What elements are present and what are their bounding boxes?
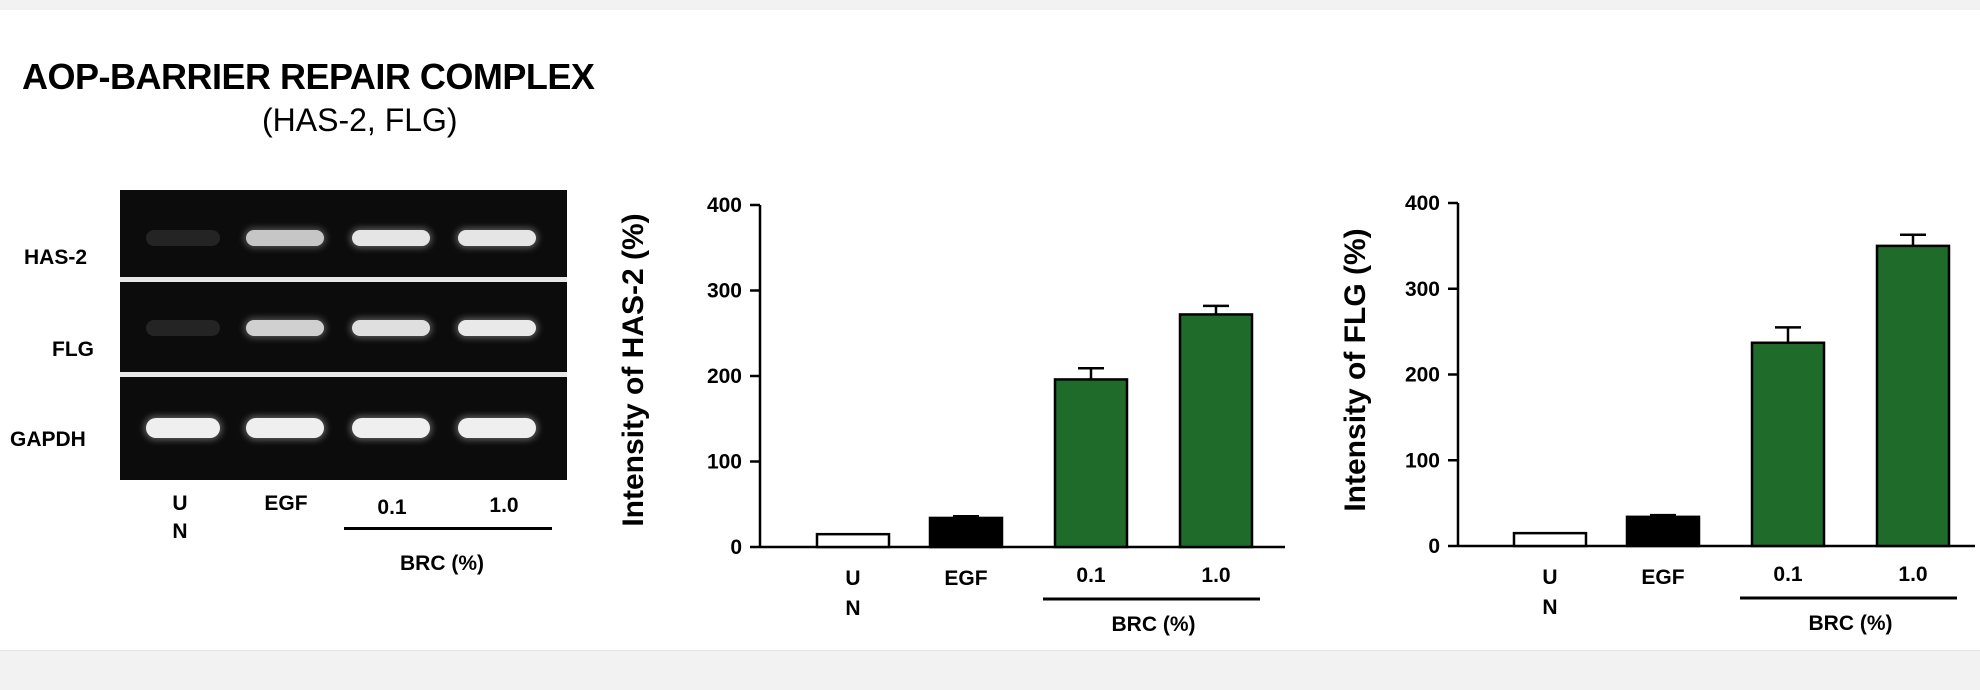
y-tick-label: 300 [707,280,742,303]
bar-1 [1512,531,1588,548]
gel-band-flg-lane-2 [246,320,324,336]
gel-band-gapdh-lane-2 [246,418,324,438]
x-tick-label-4: 1.0 [1898,563,1927,586]
gel-row-label-has2: HAS-2 [24,246,88,269]
figure-subtitle: (HAS-2, FLG) [262,102,458,138]
flg-bar-chart: 0 100 200 300 400 Intensity of FLG (%) UN EGF 0.… [1339,192,1975,635]
gel-separator [120,277,567,282]
x-tick-label-3: 0.1 [1076,564,1106,587]
y-tick-label: 300 [1405,278,1440,301]
brc-group-label: BRC (%) [1112,613,1196,636]
y-axis-label: Intensity of FLG (%) [1339,228,1372,511]
brc-group-label: BRC (%) [1809,612,1893,635]
y-tick-label: 100 [707,451,742,474]
figure-panel: AOP-BARRIER REPAIR COMPLEX (HAS-2, FLG) … [0,10,1980,651]
gel-band-has2-lane-2 [246,230,324,246]
gel-row-label-flg: FLG [52,338,94,361]
bar-2 [1625,515,1701,548]
gel-band-has2-lane-1 [146,230,220,246]
bar-1 [815,532,891,549]
gel-band-flg-lane-1 [146,320,220,336]
x-tick-label-1: N [845,597,860,620]
bar-3 [1053,378,1129,549]
gel-band-gapdh-lane-3 [352,418,430,438]
x-tick-label-4: 1.0 [1201,564,1230,587]
figure-title: AOP-BARRIER REPAIR COMPLEX [22,56,595,97]
x-tick-label-1: U [1542,566,1557,589]
bar-2 [928,516,1004,549]
gel-band-gapdh-lane-4 [458,418,536,438]
y-tick-label: 0 [730,536,742,559]
y-tick-label: 200 [1405,364,1440,387]
x-tick-label-2: EGF [1641,566,1684,589]
gel-band-has2-lane-3 [352,230,430,246]
gel-brc-group-label: BRC (%) [400,552,484,575]
y-axis-label: Intensity of HAS-2 (%) [617,213,650,526]
x-tick-label-3: 0.1 [1773,563,1803,586]
x-tick-label-1: U [845,567,860,590]
gel-lane-label-un: U N [172,492,188,543]
gel-image [120,190,567,480]
bar-4 [1875,244,1951,548]
has2-bar-chart: 0 100 200 300 400 Intensity of HAS-2 (%) UN EGF… [617,194,1285,636]
y-tick-label: 100 [1405,449,1440,472]
y-tick-label: 400 [1405,192,1440,215]
gel-brc-group-line [344,527,552,530]
bar-4 [1178,313,1254,549]
gel-separator [120,372,567,377]
gel-lane-label-egf: EGF [264,492,308,515]
y-tick-label: 400 [707,194,742,217]
gel-band-flg-lane-3 [352,320,430,336]
bar-3 [1750,341,1826,548]
gel-row-label-gapdh: GAPDH [10,428,86,451]
gel-lane-label-1-0: 1.0 [489,494,519,517]
y-tick-label: 0 [1428,535,1440,558]
y-tick-label: 200 [707,365,742,388]
gel-band-gapdh-lane-1 [146,418,220,438]
gel-lane-label-0-1: 0.1 [377,496,407,519]
x-tick-label-2: EGF [944,567,987,590]
x-tick-label-1: N [1542,596,1557,619]
gel-band-has2-lane-4 [458,230,536,246]
gel-band-flg-lane-4 [458,320,536,336]
